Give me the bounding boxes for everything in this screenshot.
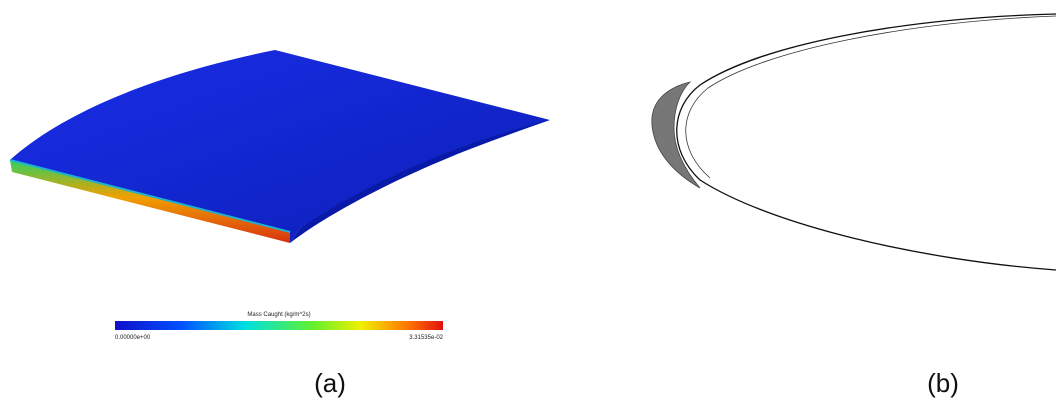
panel-label: (a) xyxy=(314,368,346,398)
colorbar-title: Mass Caught (kg/m^2s) xyxy=(247,312,310,318)
figure: Mass Caught (kg/m^2s) 0.00000e+00 3.3153… xyxy=(0,0,1056,401)
colorbar-min: 0.00000e+00 xyxy=(115,335,151,341)
colorbar-gradient xyxy=(115,321,443,330)
panel-label: (b) xyxy=(927,368,959,398)
colorbar-max: 3.31535e-02 xyxy=(409,335,443,341)
colorbar: Mass Caught (kg/m^2s) 0.00000e+00 3.3153… xyxy=(115,312,444,341)
airfoil xyxy=(652,14,1056,270)
wing xyxy=(10,50,550,243)
